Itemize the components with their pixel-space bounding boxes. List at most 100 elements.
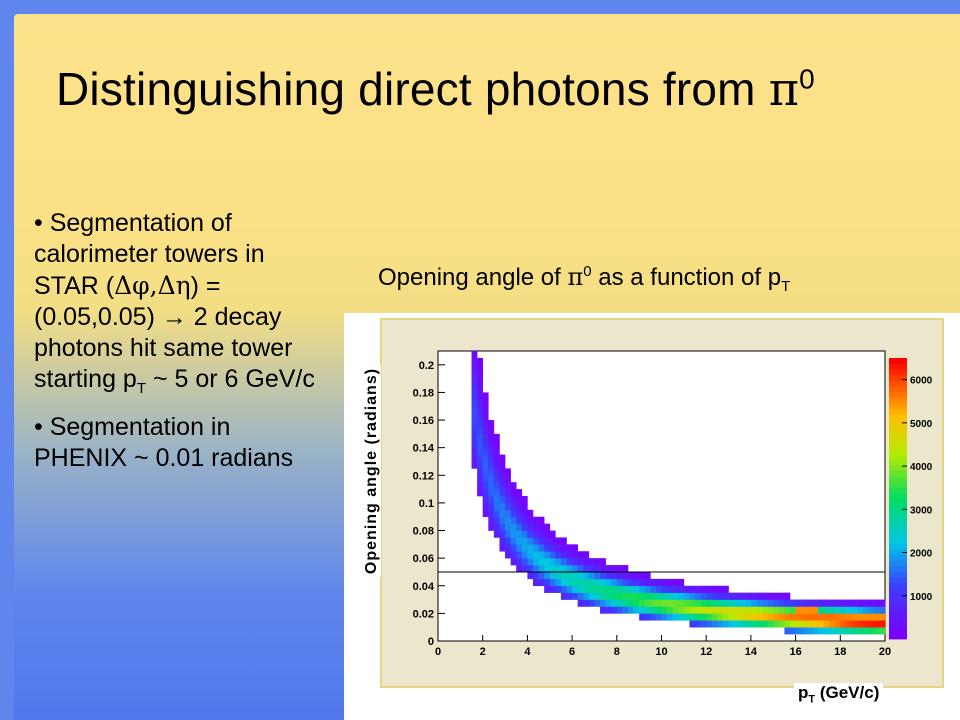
x-tick-label: 10	[655, 646, 667, 658]
colorbar-segment	[889, 549, 907, 556]
heatmap-cell	[577, 551, 584, 559]
heatmap-cell	[817, 599, 824, 607]
heatmap-cell	[516, 558, 523, 566]
heatmap-cell	[477, 454, 483, 462]
heatmap-cell	[862, 613, 869, 621]
heatmap-cell	[594, 599, 601, 607]
heatmap-cell	[583, 578, 590, 587]
heatmap-cell	[555, 558, 562, 566]
heatmap-cell	[488, 489, 495, 497]
heatmap-cell	[784, 620, 791, 628]
heatmap-cell	[588, 558, 595, 566]
heatmap-cell	[706, 620, 713, 628]
heatmap-cell	[616, 592, 623, 600]
heatmap-cell	[706, 606, 713, 614]
heatmap-cell	[560, 551, 567, 559]
heatmap-cell	[661, 599, 668, 607]
heatmap-cell	[678, 592, 685, 600]
heatmap-cell	[734, 620, 741, 628]
heatmap-cell	[857, 606, 863, 614]
heatmap-cell	[711, 620, 718, 628]
heatmap-cell	[555, 544, 562, 552]
heatmap-cell	[745, 613, 752, 621]
heatmap-cell	[482, 502, 489, 511]
heatmap-cell	[711, 606, 718, 614]
heatmap-cell	[477, 420, 483, 428]
heatmap-cell	[700, 599, 707, 607]
heatmap-cell	[594, 578, 601, 587]
heatmap-cell	[750, 620, 757, 628]
heatmap-cell	[532, 571, 539, 580]
heatmap-cell	[616, 571, 623, 580]
heatmap-cell	[667, 613, 673, 621]
heatmap-cell	[667, 599, 673, 607]
heatmap-cell	[767, 592, 774, 600]
heatmap-cell	[639, 585, 646, 593]
heatmap-cell	[806, 613, 813, 621]
heatmap-cell	[823, 627, 830, 635]
bullet-greek-delta: Δφ,Δη	[114, 271, 191, 300]
heatmap-cell	[784, 592, 791, 600]
heatmap-cell	[616, 565, 623, 573]
heatmap-cell	[762, 592, 768, 600]
heatmap-cell	[689, 606, 696, 614]
heatmap-cell	[510, 482, 517, 490]
heatmap-cell	[555, 585, 562, 593]
heatmap-cell	[600, 592, 606, 600]
heatmap-cell	[477, 399, 483, 407]
heatmap-cell	[611, 606, 618, 614]
heatmap-cell	[756, 620, 763, 628]
heatmap-cell	[851, 627, 858, 635]
heatmap-cell	[477, 461, 483, 469]
colorbar-tick-label: 3000	[910, 505, 933, 516]
heatmap-cell	[544, 565, 551, 573]
heatmap-cell	[544, 523, 551, 531]
heatmap-cell	[488, 420, 495, 428]
heatmap-cell	[488, 426, 495, 435]
heatmap-cell	[527, 558, 534, 566]
heatmap-cell	[695, 620, 701, 628]
heatmap-cell	[499, 468, 506, 476]
heatmap-cell	[639, 599, 646, 607]
heatmap-cell	[555, 537, 562, 545]
heatmap-cell	[510, 496, 517, 504]
heatmap-cell	[482, 413, 489, 421]
colorbar-segment	[889, 577, 907, 584]
heatmap-cell	[560, 592, 567, 600]
heatmap-cell	[572, 571, 578, 580]
colorbar-segment	[889, 571, 907, 578]
heatmap-cell	[784, 599, 791, 607]
heatmap-cell	[700, 620, 707, 628]
title-superscript: 0	[799, 63, 815, 95]
heatmap-cell	[493, 482, 500, 490]
heatmap-cell	[527, 509, 534, 518]
title-pi-symbol: π	[768, 62, 800, 116]
heatmap-cell	[493, 447, 500, 455]
y-axis: 0 0.02 0.04 0.06 0.08 0.1 0.12 0.14 0.16 0.18 0.2	[413, 360, 445, 648]
heatmap-cell	[516, 523, 523, 531]
heatmap-cell	[544, 551, 551, 559]
heatmap-cell	[572, 551, 578, 559]
heatmap-cell	[683, 592, 690, 600]
heatmap-cell	[594, 558, 601, 566]
heatmap-cell	[471, 420, 478, 428]
heatmap-cell	[588, 599, 595, 607]
heatmap-cell	[622, 571, 629, 580]
heatmap-cell	[538, 523, 545, 531]
heatmap-cell	[644, 599, 651, 607]
heatmap-cell	[778, 613, 785, 621]
heatmap-cell	[639, 571, 646, 580]
heatmap-cell	[477, 475, 483, 483]
heatmap-cell	[505, 468, 511, 476]
heatmap-cell	[834, 599, 841, 607]
heatmap-cell	[572, 565, 578, 573]
y-tick-label: 0.06	[413, 553, 434, 565]
heatmap-cell	[532, 544, 539, 552]
colorbar-segment	[889, 633, 907, 640]
heatmap-cell	[482, 489, 489, 497]
heatmap-cell	[722, 606, 729, 614]
heatmap-cell	[555, 551, 562, 559]
heatmap-cell	[622, 599, 629, 607]
heatmap-cell	[678, 599, 685, 607]
heatmap-cell	[505, 482, 511, 490]
